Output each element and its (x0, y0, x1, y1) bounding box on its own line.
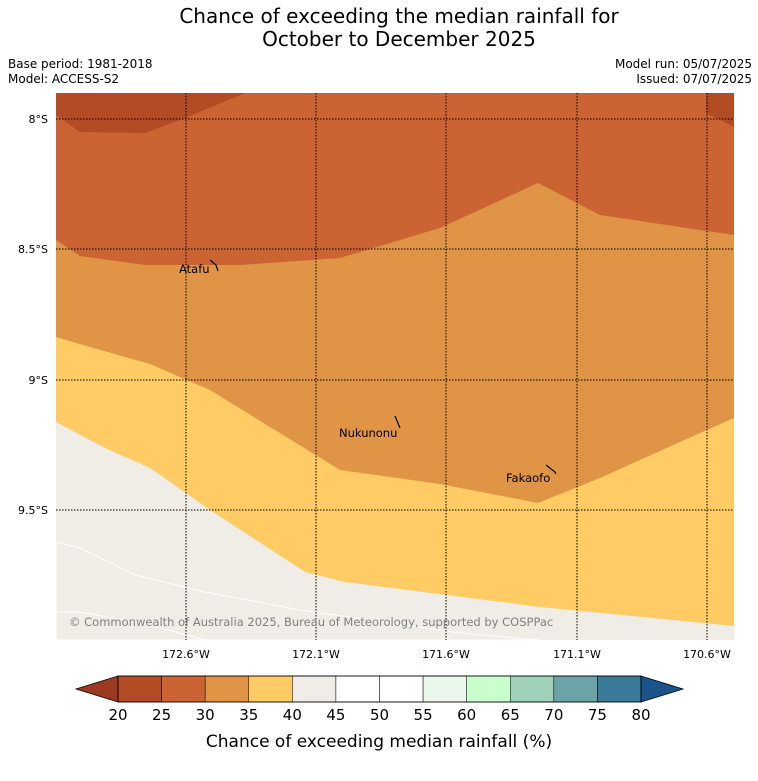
region-40-45-edge (56, 541, 541, 640)
colorbar-tick-label: 60 (457, 706, 476, 724)
colorbar-segment (335, 675, 380, 703)
colorbar-tick-label: 50 (370, 706, 389, 724)
lat-label: 8°S (29, 113, 48, 126)
colorbar-segment (248, 675, 293, 703)
colorbar-segment (117, 675, 162, 703)
lon-label: 170.6°W (683, 648, 731, 661)
colorbar-tick-label: 30 (196, 706, 215, 724)
colorbar-tick-label: 20 (108, 706, 127, 724)
nukunonu-outline (394, 415, 401, 429)
lon-label: 171.6°W (422, 648, 470, 661)
place-label-fakaofo: Fakaofo (506, 471, 550, 485)
region-40-45 (56, 422, 734, 640)
graticule (56, 93, 734, 640)
atoll-nukunonu: Nukunonu (339, 415, 401, 440)
colorbar-tick-label: 40 (283, 706, 302, 724)
base-period: Base period: 1981-2018 (8, 57, 153, 71)
title-line-1: Chance of exceeding the median rainfall … (179, 4, 619, 28)
region-40-45-corner (56, 611, 206, 640)
region-20-25-west (56, 93, 245, 133)
meta-right: Model run: 05/07/2025 Issued: 07/07/2025 (615, 57, 752, 87)
colorbar-tick-label: 25 (152, 706, 171, 724)
colorbar-segment (553, 675, 598, 703)
colorbar-segment (204, 675, 250, 703)
colorbar-tick-label: 80 (631, 706, 650, 724)
colorbar-tick-label: 75 (588, 706, 607, 724)
lon-label: 171.1°W (553, 648, 601, 661)
colorbar-segment (510, 675, 555, 703)
colorbar-under-extension (74, 675, 119, 703)
probability-regions (56, 93, 734, 640)
lat-labels: 8°S 8.5°S 9°S 9.5°S (18, 113, 48, 517)
meta-left: Base period: 1981-2018 Model: ACCESS-S2 (8, 57, 153, 87)
model-name: Model: ACCESS-S2 (8, 72, 120, 86)
copyright-notice: © Commonwealth of Australia 2025, Bureau… (69, 615, 553, 629)
atoll-fakaofo: Fakaofo (506, 464, 557, 485)
colorbar-segment (292, 675, 337, 703)
colorbar-tick-label: 45 (326, 706, 345, 724)
fakaofo-outline (545, 464, 557, 475)
lon-labels: 172.6°W 172.1°W 171.6°W 171.1°W 170.6°W (162, 648, 731, 661)
region-20-25-east (706, 93, 734, 127)
colorbar-label: Chance of exceeding median rainfall (%) (205, 732, 553, 752)
place-label-atafu: Atafu (179, 262, 210, 276)
model-run: Model run: 05/07/2025 (614, 57, 752, 71)
place-label-nukunonu: Nukunonu (339, 426, 397, 440)
lon-label: 172.6°W (162, 648, 210, 661)
colorbar: 20 25 30 35 40 45 50 55 60 65 70 75 80 (74, 675, 685, 724)
atafu-outline (209, 259, 219, 272)
colorbar-segment (597, 675, 642, 703)
colorbar-tick-label: 35 (239, 706, 258, 724)
atoll-atafu: Atafu (179, 259, 219, 276)
colorbar-tick-label: 65 (501, 706, 520, 724)
colorbar-outline (117, 675, 642, 703)
colorbar-tick-label: 70 (544, 706, 563, 724)
lat-label: 9°S (29, 374, 48, 387)
colorbar-tick-label: 55 (414, 706, 433, 724)
colorbar-segment (422, 675, 467, 703)
colorbar-segment (161, 675, 206, 703)
colorbar-over-extension (640, 675, 685, 703)
lon-label: 172.1°W (292, 648, 340, 661)
colorbar-segment (466, 675, 511, 703)
colorbar-segment (379, 675, 424, 703)
map-title: Chance of exceeding the median rainfall … (0, 5, 758, 51)
lat-label: 9.5°S (18, 504, 48, 517)
lat-label: 8.5°S (18, 243, 48, 256)
issued-date: Issued: 07/07/2025 (636, 72, 752, 86)
title-line-2: October to December 2025 (262, 27, 536, 51)
